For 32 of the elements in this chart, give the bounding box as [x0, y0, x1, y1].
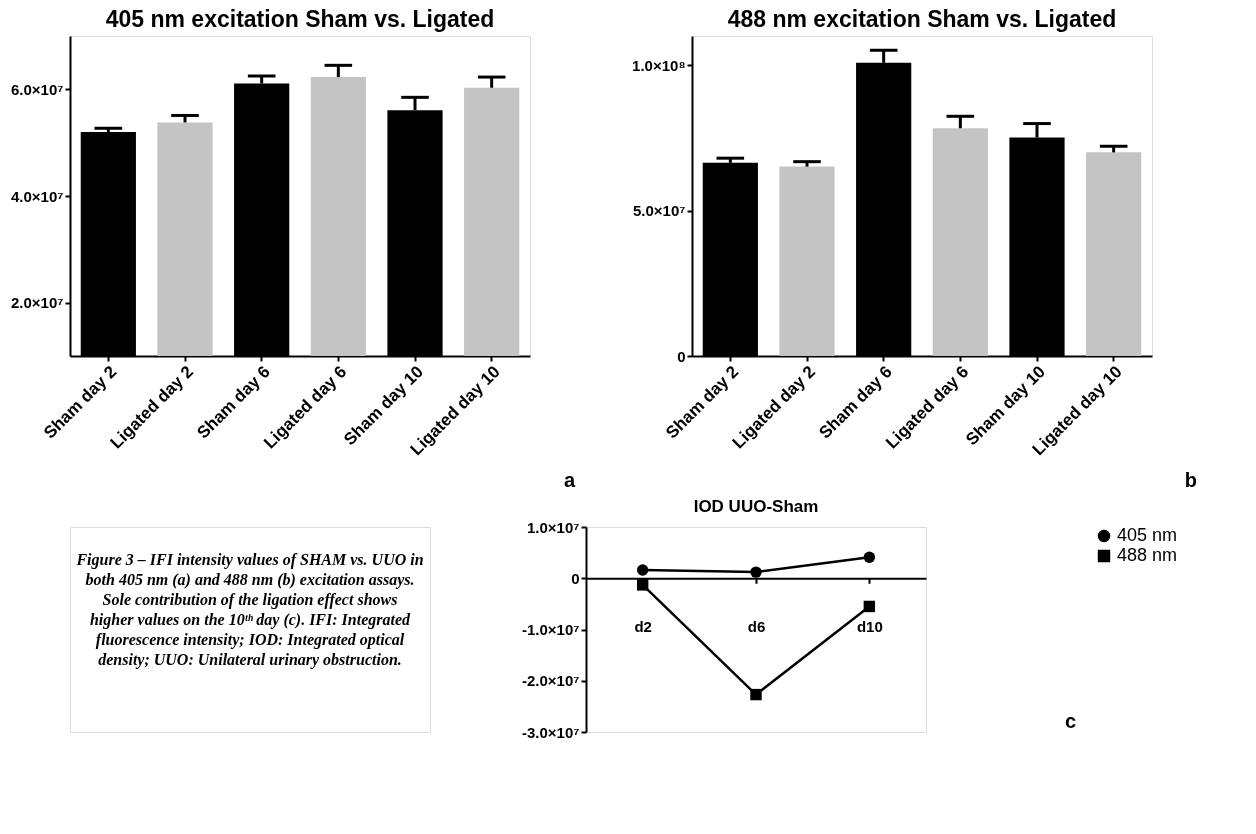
chart-title: IOD UUO-Sham [693, 497, 819, 516]
legend-label: 405 nm [1117, 525, 1178, 545]
bar [932, 128, 988, 356]
point [750, 566, 762, 578]
caption: Figure 3 – IFI intensity values of SHAM vs. UUO in both 405 nm (a) and 488 nm (b) excitation assays. Sole contribution of the ligation effect shows higher values on the 10ᵗʰ day (c). IFI: Integrated fluorescence intensity; IOD: Integrated optical density; UUO: Unilateral urinary obstruction. [75, 551, 424, 669]
y-tick-label: -3.0×10⁷ [522, 723, 580, 741]
bar [1086, 152, 1142, 356]
x-tick-label: d10 [856, 617, 883, 635]
y-tick-label: 5.0×10⁷ [633, 202, 686, 220]
point [750, 688, 762, 701]
y-tick-label: 4.0×10⁷ [11, 187, 64, 205]
y-tick-label: 0 [677, 347, 686, 365]
text: a [563, 469, 576, 491]
y-tick-label: 1.0×10⁸ [632, 56, 686, 74]
y-tick-label: 2.0×10⁷ [11, 294, 64, 312]
point [636, 564, 649, 576]
text: c [1064, 710, 1076, 732]
point [863, 551, 876, 563]
y-tick-label: 1.0×10⁷ [527, 518, 580, 536]
point [863, 600, 876, 613]
y-tick-label: -1.0×10⁷ [522, 621, 580, 638]
y-tick-label: -2.0×10⁷ [522, 672, 580, 690]
bar [779, 166, 835, 356]
point [636, 579, 649, 591]
chart-title: 488 nm excitation Sham vs. Ligated [727, 6, 1117, 32]
x-tick-label: d6 [747, 617, 766, 635]
chart-title: 405 nm excitation Sham vs. Ligated [105, 6, 495, 32]
y-tick-label: 0 [571, 569, 580, 587]
legend-label: 488 nm [1117, 545, 1178, 565]
text: b [1184, 469, 1197, 491]
y-tick-label: 6.0×10⁷ [11, 80, 64, 98]
x-tick-label: d2 [634, 617, 652, 635]
